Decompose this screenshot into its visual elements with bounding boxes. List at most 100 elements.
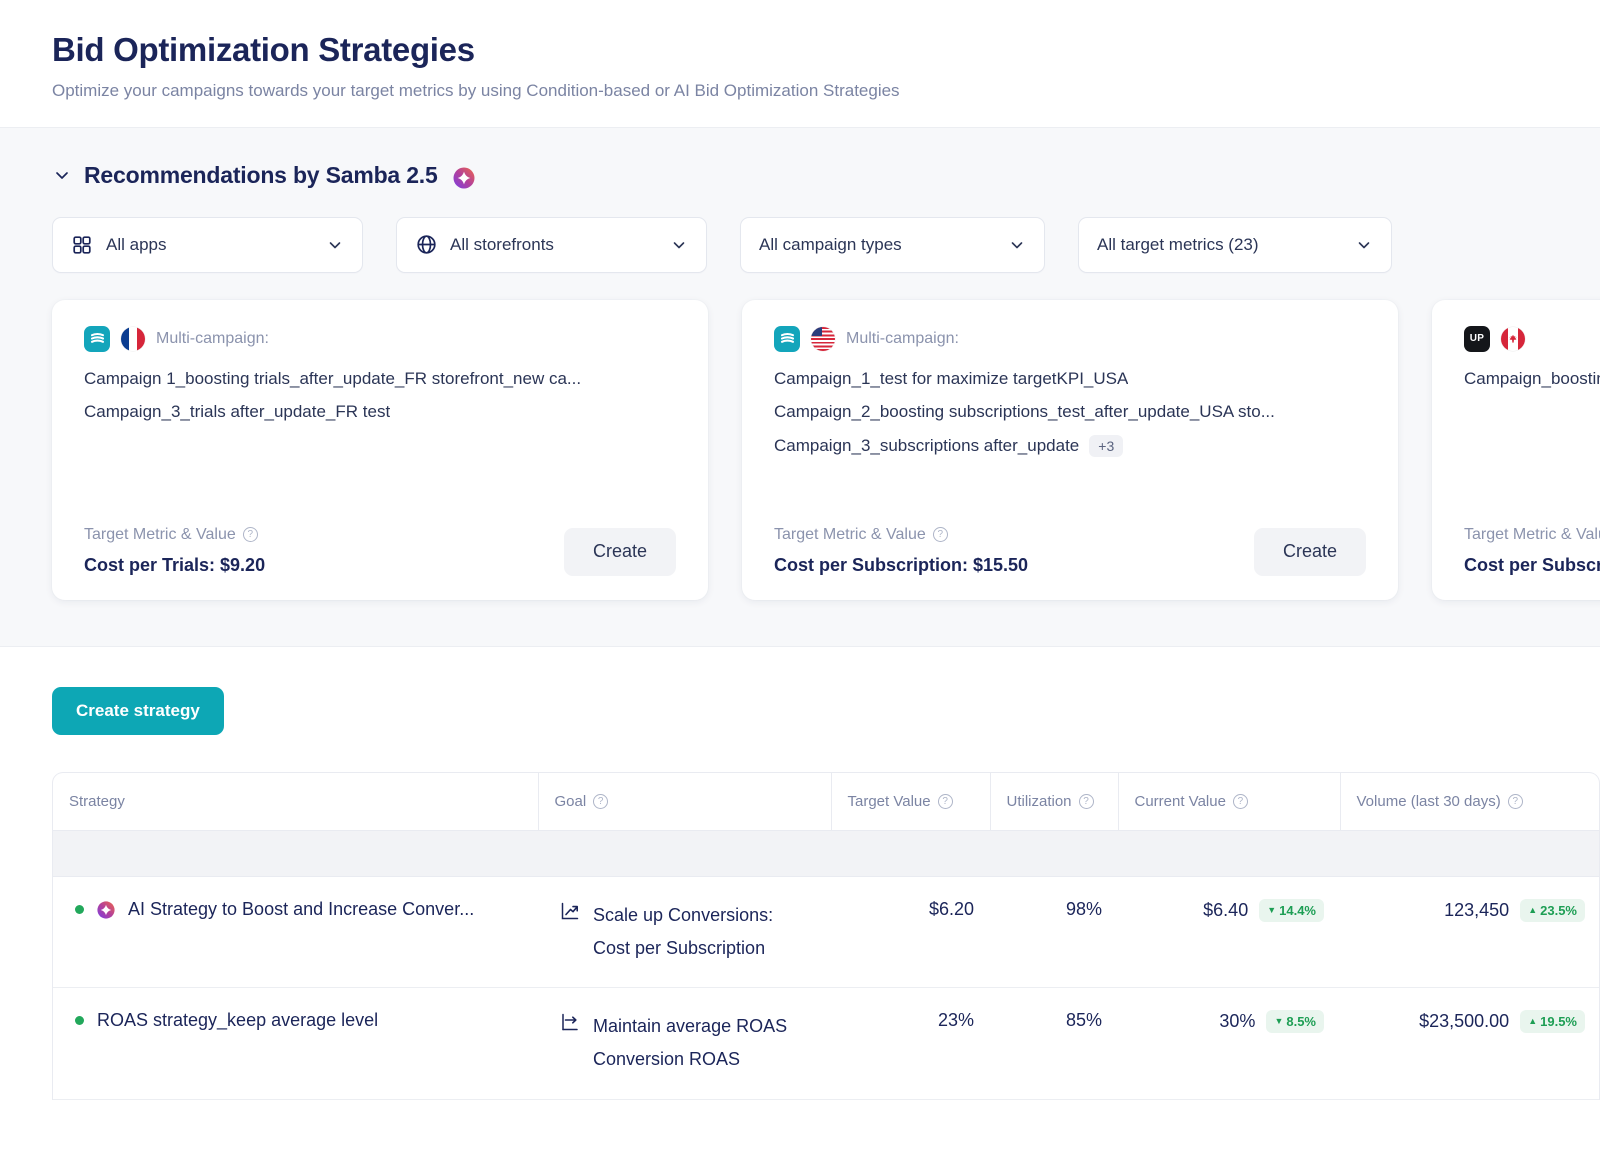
target-metric-label-text: Target Metric & Value [1464, 525, 1600, 543]
column-header-label: Current Value [1134, 792, 1226, 810]
triangle-down-icon: ▼ [1274, 1016, 1284, 1027]
column-header-label: Utilization [1006, 792, 1072, 810]
app-logo-teal-waves-icon [84, 325, 110, 352]
campaign-name: Campaign_3_subscriptions after_update +3 [774, 434, 1366, 457]
card-footer: Target Metric & Value ? Cost per Subscri… [1464, 526, 1600, 576]
card-header: Multi-campaign: [84, 325, 676, 352]
column-header-utilization[interactable]: Utilization ? [990, 772, 1119, 831]
table-row[interactable]: ROAS strategy_keep average level [53, 987, 1599, 1100]
target-metric-block: Target Metric & Value ? Cost per Subscri… [774, 526, 1028, 576]
delta-value: 19.5% [1540, 1014, 1577, 1030]
recommendation-cards-carousel[interactable]: Multi-campaign: Campaign 1_boosting tria… [52, 299, 1600, 600]
column-header-label: Target Value [847, 792, 931, 810]
column-header-volume[interactable]: Volume (last 30 days) ? [1340, 772, 1599, 831]
target-metric-label: Target Metric & Value ? [84, 526, 265, 544]
strategies-table-wrapper: Strategy Goal ? Target Value ? [52, 771, 1600, 1100]
campaign-name-text: Campaign_3_trials after_update_FR test [84, 401, 391, 421]
chevron-down-icon[interactable] [52, 165, 72, 185]
recommendations-title: Recommendations by Samba 2.5 [84, 161, 438, 188]
campaign-name-text: Campaign_3_subscriptions after_update [774, 435, 1080, 455]
info-icon[interactable]: ? [1507, 793, 1523, 809]
chevron-down-icon[interactable] [1355, 236, 1373, 254]
page-subtitle: Optimize your campaigns towards your tar… [52, 80, 900, 100]
card-header: Multi-campaign: [774, 325, 1366, 352]
filter-all-target-metrics[interactable]: All target metrics (23) [1078, 216, 1392, 273]
chevron-down-icon[interactable] [670, 236, 688, 254]
recommendation-card[interactable]: UP Campaign_boosting subscriptions Targe… [1432, 299, 1600, 600]
more-campaigns-chip[interactable]: +3 [1089, 434, 1124, 457]
globe-icon [415, 234, 437, 256]
app-logo-text: UP [1469, 333, 1485, 345]
goal-cell: Maintain average ROAS Conversion ROAS [538, 987, 831, 1100]
target-value-cell: 23% [831, 987, 990, 1100]
info-icon[interactable]: ? [242, 527, 258, 543]
triangle-down-icon: ▼ [1267, 904, 1277, 915]
target-metric-label: Target Metric & Value ? [774, 526, 1028, 544]
campaign-name-text: Campaign_2_boosting subscriptions_test_a… [774, 401, 1275, 421]
column-header-current-value[interactable]: Current Value ? [1118, 772, 1341, 831]
campaign-type-label: Multi-campaign: [156, 329, 269, 347]
volume-cell: $23,500.00 ▲ 19.5% [1340, 987, 1599, 1100]
column-header-strategy[interactable]: Strategy [53, 772, 539, 831]
campaign-name: Campaign_2_boosting subscriptions_test_a… [774, 402, 1366, 422]
page-title: Bid Optimization Strategies [52, 31, 475, 68]
samba-star-icon [453, 167, 475, 189]
card-footer: Target Metric & Value ? Cost per Trials:… [84, 526, 676, 576]
strategy-name: AI Strategy to Boost and Increase Conver… [128, 898, 475, 919]
strategy-cell[interactable]: AI Strategy to Boost and Increase Conver… [53, 876, 538, 989]
goal-line-2: Conversion ROAS [593, 1049, 741, 1070]
volume-text: 123,450 [1444, 899, 1510, 920]
campaign-name-text: Campaign_1_test for maximize targetKPI_U… [774, 368, 1129, 388]
delta-value: 23.5% [1540, 902, 1577, 918]
info-icon[interactable]: ? [593, 793, 609, 809]
recommendation-card[interactable]: Multi-campaign: Campaign 1_boosting tria… [52, 299, 708, 600]
trend-up-icon [560, 901, 580, 921]
column-header-goal[interactable]: Goal ? [538, 772, 832, 831]
info-icon[interactable]: ? [1078, 793, 1094, 809]
delta-badge: ▲ 23.5% [1520, 898, 1585, 922]
page-header: Bid Optimization Strategies Optimize you… [0, 0, 1600, 128]
strategy-cell[interactable]: ROAS strategy_keep average level [53, 987, 538, 1100]
filter-row: All apps All storefronts [52, 216, 1600, 273]
filter-label: All target metrics (23) [1097, 234, 1259, 254]
current-value-text: $6.40 [1203, 899, 1249, 920]
info-icon[interactable]: ? [937, 793, 953, 809]
create-button[interactable]: Create [1253, 527, 1366, 576]
current-value-text: 30% [1219, 1011, 1256, 1032]
target-metric-value: Cost per Trials: $9.20 [84, 554, 266, 575]
recommendation-card[interactable]: Multi-campaign: Campaign_1_test for maxi… [742, 299, 1398, 600]
filter-all-campaign-types[interactable]: All campaign types [740, 216, 1045, 273]
france-flag-icon [121, 326, 145, 351]
target-metric-value: Cost per Subscription: $15.50 [774, 554, 1029, 575]
strategies-section: Create strategy Strategy Goal ? [0, 646, 1600, 1100]
utilization-cell: 98% [990, 876, 1118, 989]
recommendations-section: Recommendations by Samba 2.5 [0, 127, 1600, 647]
create-button[interactable]: Create [563, 527, 676, 576]
filter-all-storefronts[interactable]: All storefronts [396, 216, 707, 273]
arrow-right-maintain-icon [560, 1012, 580, 1032]
goal-line-1: Scale up Conversions: [593, 904, 774, 925]
chevron-down-icon[interactable] [1008, 236, 1026, 254]
canada-flag-icon [1501, 326, 1525, 351]
campaign-name: Campaign 1_boosting trials_after_update_… [84, 369, 676, 389]
column-header-target-value[interactable]: Target Value ? [831, 772, 991, 831]
target-metric-label-text: Target Metric & Value [84, 525, 236, 543]
info-icon[interactable]: ? [932, 527, 948, 543]
target-metric-block: Target Metric & Value ? Cost per Trials:… [84, 526, 265, 576]
info-icon[interactable]: ? [1232, 793, 1248, 809]
column-header-label: Strategy [69, 792, 125, 810]
current-value-cell: $6.40 ▼ 14.4% [1118, 876, 1340, 989]
goal-line-2: Cost per Subscription [593, 937, 766, 958]
samba-star-icon [97, 901, 115, 919]
table-row[interactable]: AI Strategy to Boost and Increase Conver… [53, 876, 1599, 989]
target-metric-label-text: Target Metric & Value [774, 525, 926, 543]
filter-label: All storefronts [450, 234, 554, 254]
chevron-down-icon[interactable] [326, 236, 344, 254]
strategies-table: Strategy Goal ? Target Value ? [53, 772, 1599, 1100]
filter-all-apps[interactable]: All apps [52, 216, 363, 273]
target-metric-label: Target Metric & Value ? [1464, 526, 1600, 544]
filter-label: All campaign types [759, 234, 902, 254]
create-strategy-button[interactable]: Create strategy [52, 686, 224, 735]
card-footer: Target Metric & Value ? Cost per Subscri… [774, 526, 1366, 576]
campaign-type-label: Multi-campaign: [846, 329, 959, 347]
